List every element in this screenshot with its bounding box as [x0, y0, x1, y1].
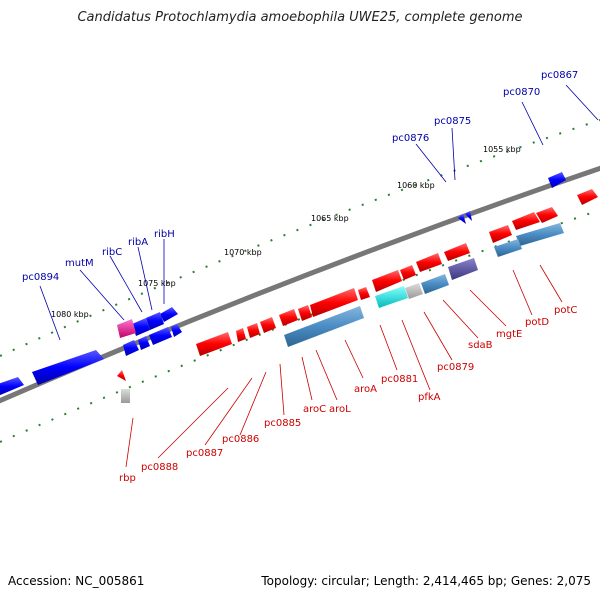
scale-labels: 1055 kbp 1060 kbp 1065 kbp 1070 kbp 1075…	[51, 145, 521, 319]
gene-rib-lower-2	[138, 336, 150, 350]
gene-rbp	[117, 370, 126, 381]
accession-text: Accession: NC_005861	[8, 574, 145, 588]
gene-pc0876	[465, 211, 472, 221]
outer-ruler	[0, 119, 600, 357]
gene-label-aroL: aroL	[329, 404, 351, 415]
gene-label-pc0876: pc0876	[392, 133, 429, 144]
gene-aroC	[298, 305, 312, 321]
gene-pc0886	[260, 317, 276, 333]
gene-label-pc0875: pc0875	[434, 116, 471, 127]
gene-pc0888	[236, 328, 246, 342]
gene-pc0879	[416, 253, 442, 272]
gene-rib-lower-1	[123, 340, 139, 356]
gene-ribA	[146, 312, 164, 330]
gene-label-aroC: aroC	[303, 404, 326, 415]
gene-pc0867	[577, 189, 598, 205]
gene-mutM	[117, 319, 136, 338]
topology-text: Topology: circular; Length: 2,414,465 bp…	[261, 574, 591, 588]
gene-pc0894	[32, 350, 104, 385]
forward-genes	[117, 189, 598, 403]
gene-label-pc0879: pc0879	[437, 362, 474, 373]
scale-label: 1075 kbp	[138, 279, 176, 288]
gene-label-pc0886: pc0886	[222, 434, 259, 445]
scale-label: 1055 kbp	[483, 145, 521, 154]
gene-label-pc0885: pc0885	[264, 418, 301, 429]
gene-pc0879-rna	[421, 274, 449, 294]
reverse-genes	[0, 172, 566, 396]
gene-label-pc0867: pc0867	[541, 70, 578, 81]
gene-rib-lower-4	[171, 324, 182, 337]
map-title: Candidatus Protochlamydia amoebophila UW…	[77, 10, 523, 25]
gene-rbp-gray	[121, 389, 130, 403]
top-leader-lines	[39, 84, 599, 341]
gene-pc0887	[247, 323, 260, 338]
gene-label-rbp: rbp	[119, 473, 136, 484]
gene-ribC	[132, 318, 150, 336]
gene-sdaB-alt	[448, 258, 478, 280]
gene-rib-lower-3	[149, 327, 172, 345]
gene-label-sdaB: sdaB	[468, 340, 493, 351]
gene-mgtE	[489, 225, 512, 243]
gene-label-potC: potC	[554, 305, 577, 316]
gene-pc0888b	[196, 332, 232, 356]
gene-aroL	[310, 288, 358, 317]
gene-mgtE-rna	[494, 239, 522, 257]
gene-label-ribC: ribC	[102, 247, 122, 258]
gene-sdaB	[444, 243, 470, 261]
gene-label-pc0894: pc0894	[22, 272, 59, 283]
gene-pc0881-cyan	[375, 286, 408, 308]
gene-label-ribA: ribA	[128, 237, 148, 248]
gene-potC-rna	[516, 223, 564, 246]
gene-label-aroA: aroA	[354, 384, 377, 395]
scale-label: 1060 kbp	[397, 181, 435, 190]
genome-backbone	[0, 165, 600, 404]
gene-pfkA-gray	[405, 283, 423, 299]
gene-ribH	[160, 307, 178, 322]
top-labels: pc0867 pc0870 pc0875 pc0876 ribH ribA ri…	[22, 70, 578, 283]
gene-aroA	[358, 287, 370, 300]
bottom-leader-lines	[125, 264, 563, 468]
bottom-labels: potC potD mgtE sdaB pc0879 pfkA pc0881 a…	[119, 305, 577, 484]
scale-label: 1080 kbp	[51, 310, 89, 319]
gene-potC	[536, 207, 558, 223]
gene-pc0870	[548, 172, 566, 188]
gene-label-pc0881: pc0881	[381, 374, 418, 385]
gene-pfkA	[400, 265, 416, 280]
gene-label-pc0870: pc0870	[503, 87, 540, 98]
gene-label-pfkA: pfkA	[418, 392, 441, 403]
gene-label-ribH: ribH	[154, 229, 175, 240]
gene-pc0881	[372, 270, 402, 292]
gene-label-mgtE: mgtE	[496, 329, 522, 340]
gene-label-pc0887: pc0887	[186, 448, 223, 459]
gene-aroL-rna	[284, 306, 364, 347]
gene-label-potD: potD	[525, 317, 549, 328]
gene-pc0875	[458, 214, 466, 224]
gene-pc0885	[279, 309, 298, 326]
gene-potD	[512, 212, 540, 230]
gene-label-mutM: mutM	[65, 258, 94, 269]
gene-label-pc0888: pc0888	[141, 462, 178, 473]
gene-left-edge	[0, 377, 24, 396]
scale-label: 1070 kbp	[224, 248, 262, 257]
scale-label: 1065 kbp	[311, 214, 349, 223]
